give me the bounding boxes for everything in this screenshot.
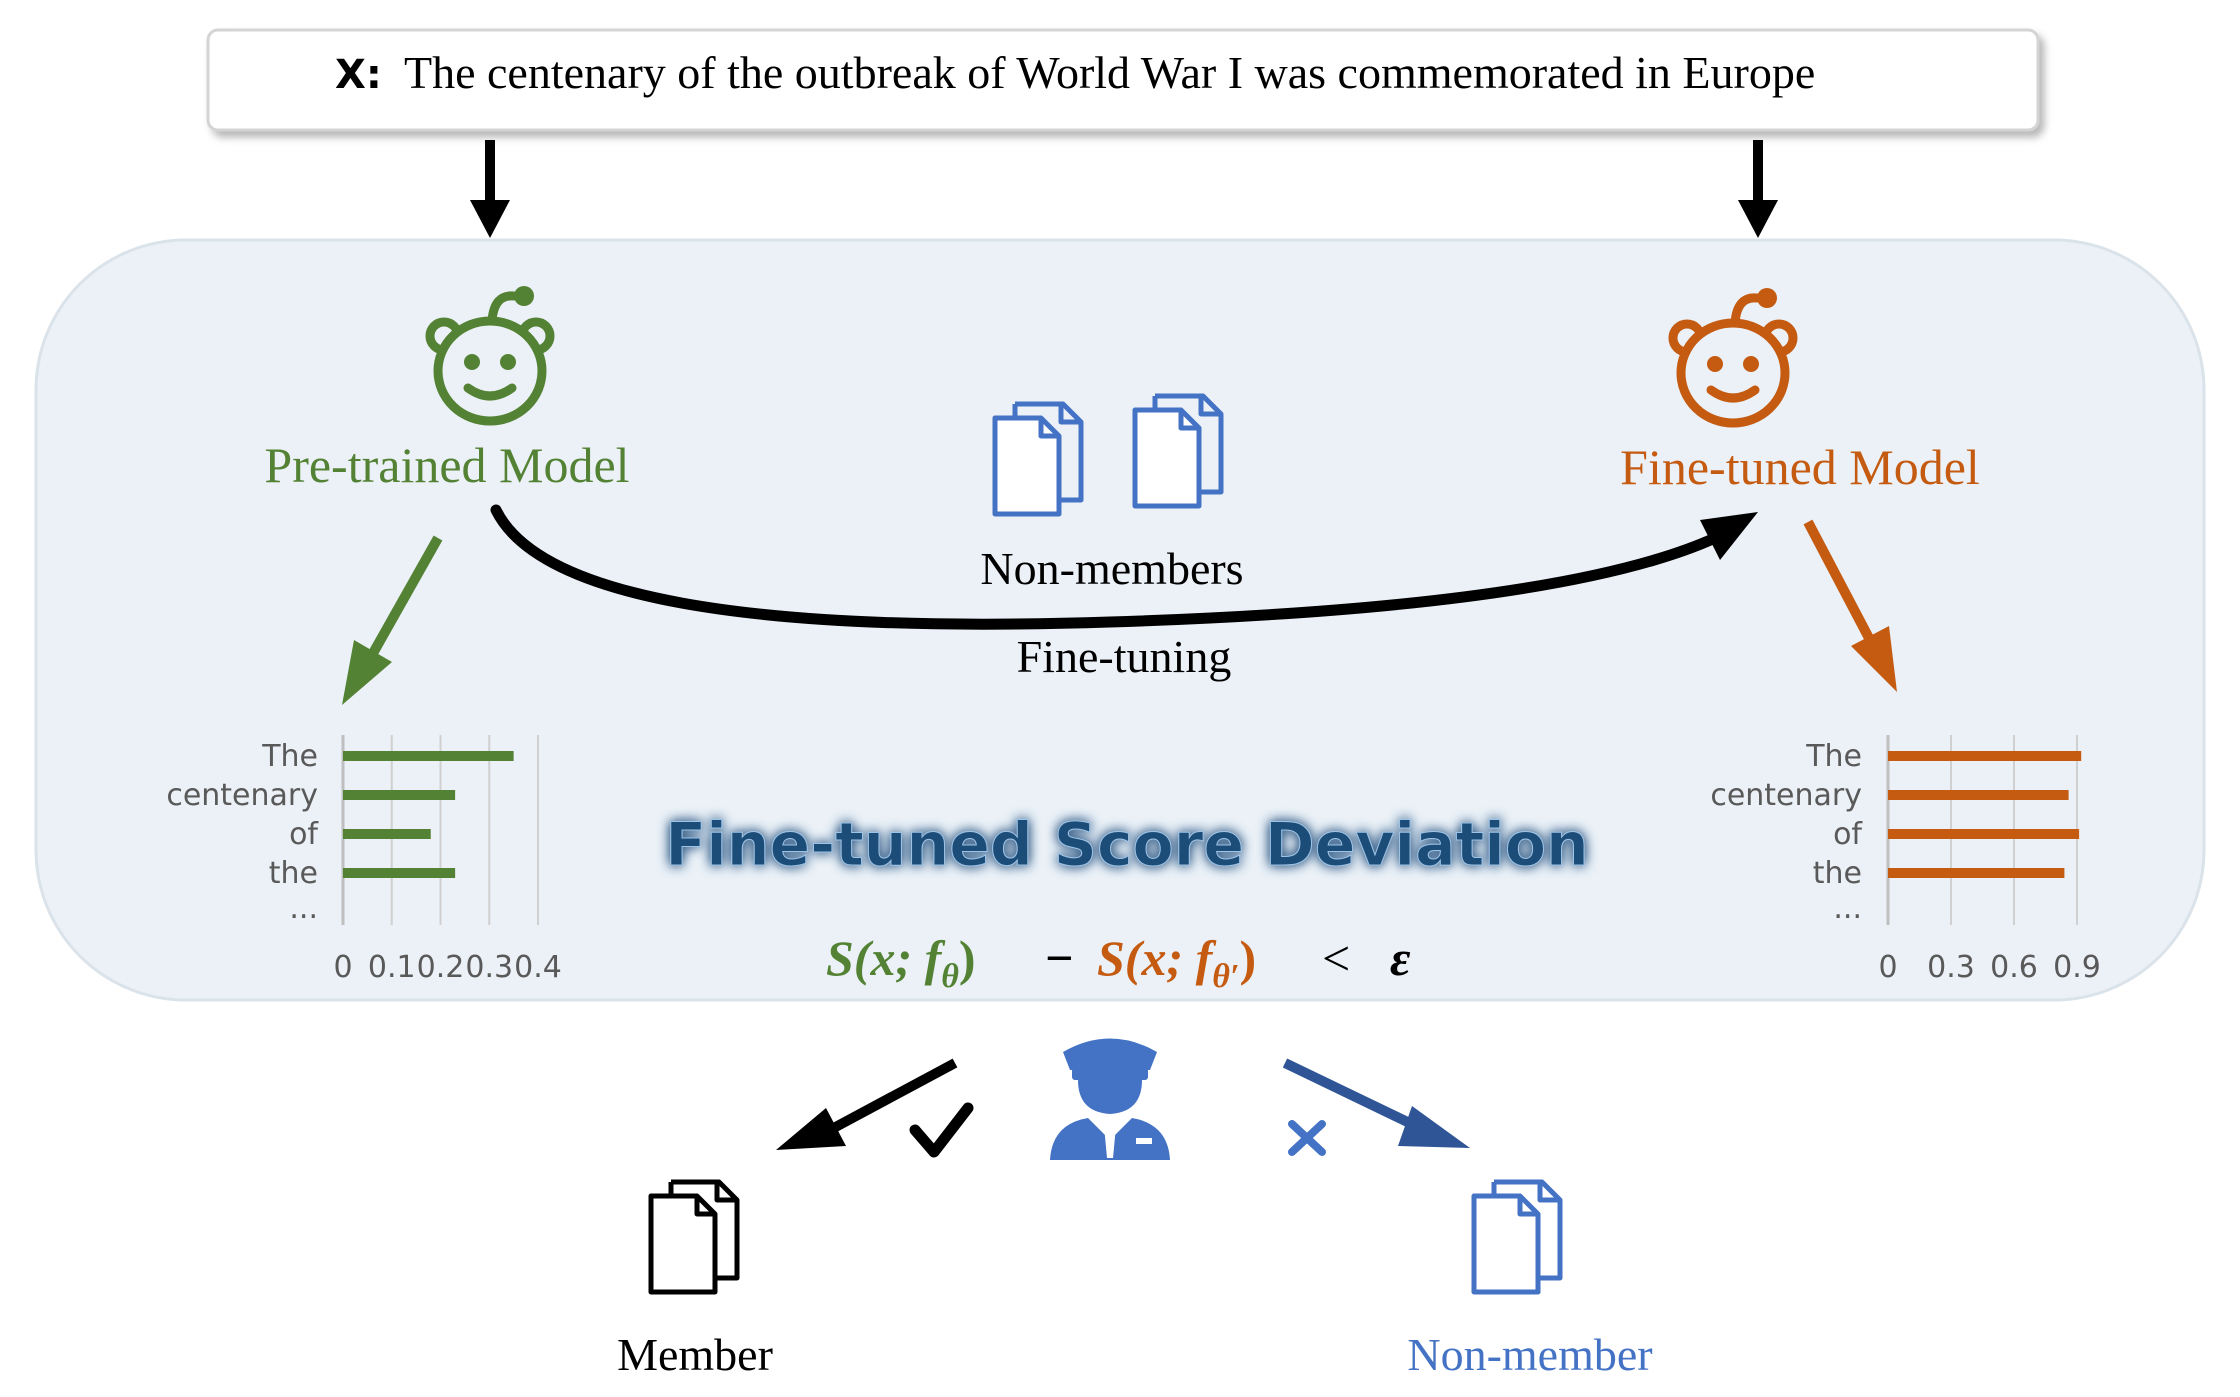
pretrained-xtick-label: 0.4 [514, 950, 562, 985]
finetuned-chart-xticks: 0 0.3 0.6 0.9 [1878, 950, 2100, 985]
finetuned-category-label: The [1805, 739, 1862, 774]
formula-lt: < [1322, 930, 1350, 986]
finetuned-xtick-label: 0.3 [1927, 950, 1975, 985]
formula-left: S(x; f [826, 930, 946, 986]
input-box: X: The centenary of the outbreak of Worl… [206, 28, 2040, 132]
pretrained-xtick-label: 0.2 [417, 950, 465, 985]
formula-minus: − [1045, 930, 1074, 986]
pretrained-score-bar [343, 868, 456, 878]
police-officer-icon [1050, 1038, 1170, 1160]
finetuned-score-chart: The centenary of the... 0 0.3 0.6 0.9 [1710, 735, 2101, 985]
svg-text:S(x; fθ′): S(x; fθ′) [1097, 930, 1256, 995]
pretrained-xtick-label: 0 [333, 950, 352, 985]
pretrained-category-label: the [269, 856, 318, 891]
member-label: Member [617, 1329, 773, 1380]
non-members-label: Non-members [980, 543, 1243, 594]
check-icon [909, 1102, 974, 1158]
finetuned-category-label: centenary [1710, 778, 1862, 813]
pretrained-to-chart-arrow [342, 535, 443, 705]
finetuned-robot-icon [1668, 288, 1798, 428]
pretrained-chart-ylabels: The centenary of the... [166, 739, 319, 926]
finetuned-chart-bars [1888, 751, 2082, 878]
finetuned-category-label: the [1813, 856, 1862, 891]
finetuned-score-bar [1888, 868, 2065, 878]
pretrained-category-label: The [261, 739, 318, 774]
non-member-label: Non-member [1407, 1329, 1652, 1380]
to-non-member-arrow [1282, 1058, 1470, 1148]
pretrained-score-bar [343, 829, 431, 839]
finetuned-score-bar [1888, 790, 2069, 800]
finetuned-xtick-label: 0.6 [1990, 950, 2038, 985]
pretrained-chart-bars [343, 751, 514, 878]
finetuned-to-chart-arrow [1803, 519, 1897, 692]
finetuned-category-label: of [1833, 817, 1863, 852]
pretrained-score-bar [343, 790, 456, 800]
pretrained-model-label: Pre-trained Model [264, 437, 629, 493]
non-member-documents-icon [1474, 1182, 1560, 1292]
formula-right-sub: θ′ [1212, 958, 1239, 995]
finetuned-xtick-label: 0.9 [2053, 950, 2101, 985]
formula-epsilon: ε [1390, 930, 1411, 986]
pretrained-robot-icon [425, 286, 555, 426]
svg-text:S(x; fθ): S(x; fθ) [826, 930, 976, 995]
cross-icon [1288, 1120, 1326, 1156]
input-arrow-left [470, 140, 510, 238]
to-member-arrow [776, 1058, 958, 1150]
finetuned-chart-ylabels: The centenary of the... [1710, 739, 1863, 926]
pretrained-category-label: ... [289, 891, 318, 926]
input-arrow-right [1738, 140, 1778, 238]
pretrained-chart-xticks: 0 0.1 0.2 0.3 0.4 [333, 950, 561, 985]
input-sentence: The centenary of the outbreak of World W… [404, 47, 1815, 98]
input-label: X: [335, 52, 382, 98]
pretrained-xtick-label: 0.1 [368, 950, 416, 985]
formula-right: S(x; f [1097, 930, 1217, 986]
pretrained-category-label: of [289, 817, 319, 852]
finetuned-xtick-label: 0 [1878, 950, 1897, 985]
finetuned-score-bar [1888, 829, 2080, 839]
finetuned-model-label: Fine-tuned Model [1620, 439, 1980, 495]
score-formula: S(x; fθ) − S(x; fθ′) < ε [826, 930, 1411, 995]
score-deviation-title: Fine-tuned Score Deviation [665, 810, 1589, 880]
member-documents-icon [651, 1182, 737, 1292]
pretrained-score-bar [343, 751, 514, 761]
pretrained-xtick-label: 0.3 [465, 950, 513, 985]
formula-left-sub: θ [941, 958, 959, 995]
fine-tuning-label: Fine-tuning [1017, 631, 1232, 682]
pretrained-score-chart: The centenary of the... 0 0.1 0.2 0.3 0.4 [166, 735, 562, 985]
fine-tuning-arrow [490, 504, 1758, 630]
pretrained-category-label: centenary [166, 778, 318, 813]
finetuned-score-bar [1888, 751, 2082, 761]
finetuned-category-label: ... [1833, 891, 1862, 926]
